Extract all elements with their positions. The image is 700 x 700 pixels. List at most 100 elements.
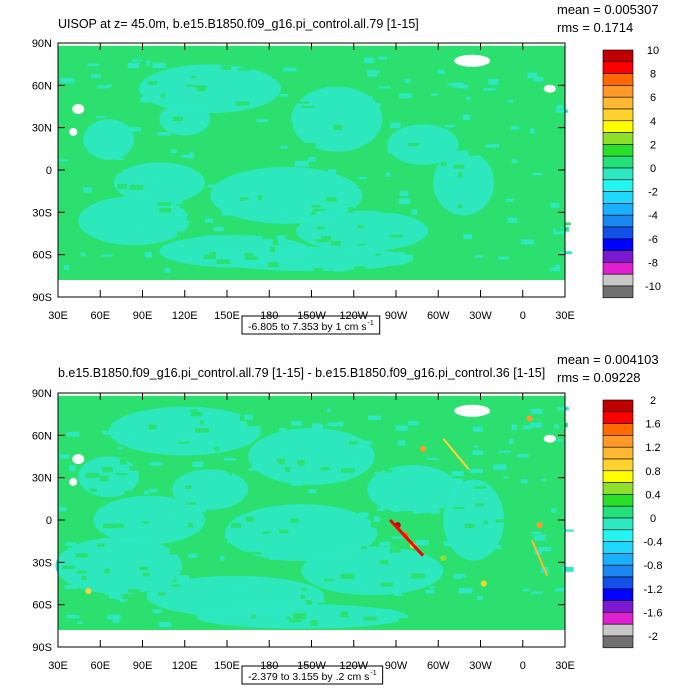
speckle [201,542,216,546]
speckle [324,466,335,472]
speckle [96,115,106,118]
speckle [279,428,286,432]
speckle [272,239,279,245]
speckle [297,101,309,104]
speckle [457,204,463,209]
speckle [447,83,458,86]
speckle [479,599,491,605]
speckle [340,611,350,618]
speckle [80,252,86,257]
colorbar-label: 0.8 [645,466,660,478]
speckle [284,542,292,547]
speckle [398,81,404,88]
colorbar-swatch [602,167,634,181]
speckle [483,88,496,91]
speckle [216,139,225,143]
speckle [157,202,172,206]
speckle [517,453,529,458]
speckle [556,513,565,517]
ocean-patch [172,469,249,510]
ocean-patch [443,479,505,561]
speckle [521,115,527,118]
speckle [395,425,408,431]
speckle [59,159,68,162]
speckle [207,471,220,478]
speckle [366,406,380,410]
speckle [498,450,511,453]
speckle [237,68,252,71]
speckle [475,503,485,507]
speckle [144,490,150,495]
ocean-patch [83,119,135,160]
speckle [506,114,512,119]
speckle [422,488,432,492]
speckle [207,184,221,188]
stat-rms: rms = 0.1714 [557,20,633,35]
speckle [444,125,456,128]
range-box [241,315,381,335]
colorbar-label: 4 [650,116,656,128]
speckle [418,209,426,213]
anomaly-mark [85,588,92,595]
colorbar-label: -10 [645,281,661,293]
speckle [493,464,507,471]
speckle [227,471,233,476]
anomaly-mark [440,555,447,562]
speckle [279,212,287,218]
speckle [380,486,392,489]
speckle [66,515,75,522]
speckle [198,432,211,437]
speckle [533,268,538,273]
speckle [541,481,550,486]
speckle [333,267,345,272]
speckle [290,480,304,486]
speckle [64,585,79,589]
colorbar-swatch [602,96,634,110]
speckle [473,133,479,138]
speckle [560,251,573,255]
speckle [532,172,543,176]
speckle [516,183,528,188]
speckle [220,556,225,561]
speckle [213,226,224,232]
ocean-patch [93,495,206,545]
speckle [104,568,110,574]
colorbar-label: -1.2 [644,584,663,596]
ocean-patch [291,86,383,152]
speckle [313,208,325,213]
speckle [463,457,478,462]
speckle [510,126,520,130]
range-text: -6.805 to 7.353 by 1 cm s [248,321,366,333]
speckle [358,440,373,445]
speckle [81,576,87,581]
speckle [559,426,565,432]
speckle [465,205,473,211]
x-tick-label: 0 [520,310,526,322]
speckle [555,587,565,592]
speckle [362,96,373,101]
x-tick-label: 60E [90,660,110,672]
speckle [197,87,206,92]
speckle [297,411,310,417]
speckle [453,573,466,579]
speckle [526,546,532,552]
speckle [189,152,194,159]
colorbar-swatch [602,458,634,472]
speckle [494,416,508,422]
speckle [244,253,254,256]
speckle [75,553,88,558]
colorbar-swatch [602,505,634,519]
speckle [432,129,445,133]
y-tick-label: 0 [46,165,52,177]
speckle [238,137,245,142]
x-tick-label: 60W [427,310,450,322]
speckle [324,455,332,458]
speckle [425,589,435,594]
colorbar-label: -2 [648,631,658,643]
speckle [310,620,318,627]
speckle [489,544,502,549]
speckle [305,108,313,114]
speckle [338,153,349,159]
speckle [327,422,340,427]
anomaly-mark [420,445,427,452]
